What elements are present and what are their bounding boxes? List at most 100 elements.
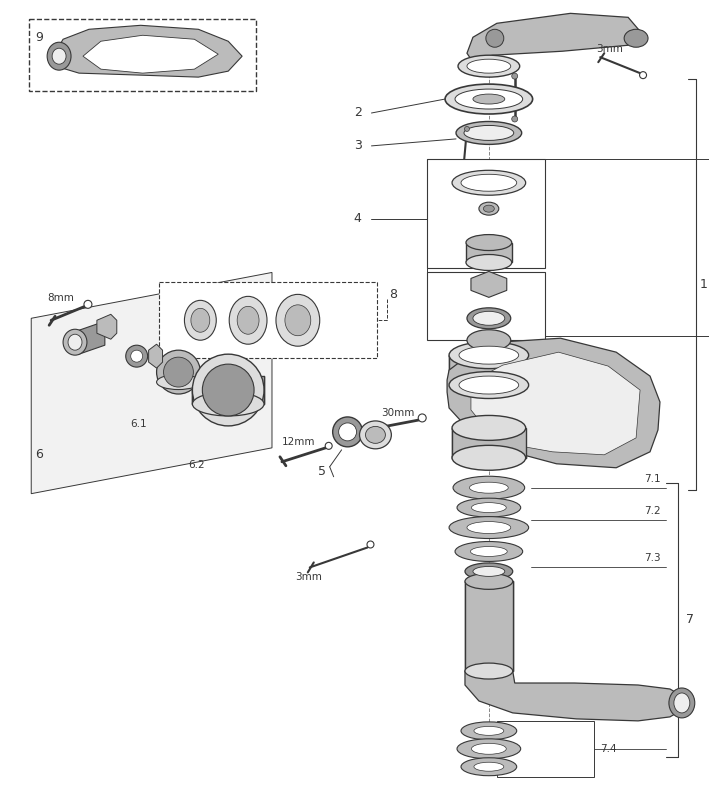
Text: 5: 5 bbox=[318, 466, 326, 478]
Text: 30mm: 30mm bbox=[381, 408, 415, 418]
Ellipse shape bbox=[467, 522, 510, 534]
Text: 4: 4 bbox=[353, 212, 361, 225]
Bar bbox=[29, 19, 256, 91]
Polygon shape bbox=[449, 355, 529, 385]
Ellipse shape bbox=[131, 350, 143, 362]
Ellipse shape bbox=[459, 376, 519, 394]
Polygon shape bbox=[53, 26, 242, 77]
Ellipse shape bbox=[84, 300, 92, 308]
Polygon shape bbox=[79, 322, 105, 354]
Ellipse shape bbox=[512, 116, 518, 122]
Ellipse shape bbox=[367, 541, 374, 548]
Ellipse shape bbox=[458, 55, 520, 77]
Ellipse shape bbox=[512, 73, 518, 79]
Polygon shape bbox=[161, 362, 196, 382]
Ellipse shape bbox=[464, 126, 514, 141]
Polygon shape bbox=[447, 338, 660, 468]
Ellipse shape bbox=[47, 42, 71, 70]
Ellipse shape bbox=[669, 688, 695, 718]
Ellipse shape bbox=[449, 517, 529, 538]
Ellipse shape bbox=[461, 174, 517, 191]
Ellipse shape bbox=[449, 342, 529, 369]
Ellipse shape bbox=[464, 126, 469, 131]
Ellipse shape bbox=[449, 371, 529, 398]
Bar bbox=[497, 721, 594, 777]
Ellipse shape bbox=[193, 392, 264, 416]
Ellipse shape bbox=[276, 294, 320, 346]
Ellipse shape bbox=[474, 726, 504, 735]
Ellipse shape bbox=[467, 308, 510, 329]
Text: 2: 2 bbox=[353, 106, 361, 119]
Ellipse shape bbox=[474, 762, 504, 771]
Text: 7: 7 bbox=[686, 613, 694, 626]
Text: 3mm: 3mm bbox=[597, 44, 623, 54]
Ellipse shape bbox=[453, 476, 525, 499]
Ellipse shape bbox=[466, 234, 512, 250]
Ellipse shape bbox=[465, 574, 513, 590]
Ellipse shape bbox=[338, 423, 356, 441]
Ellipse shape bbox=[466, 254, 512, 270]
Ellipse shape bbox=[418, 414, 426, 422]
Polygon shape bbox=[471, 271, 507, 298]
Bar bbox=[427, 159, 711, 336]
Text: 1: 1 bbox=[700, 278, 707, 291]
Ellipse shape bbox=[191, 308, 210, 332]
Polygon shape bbox=[83, 35, 218, 73]
Polygon shape bbox=[452, 428, 525, 458]
Ellipse shape bbox=[452, 170, 525, 195]
Ellipse shape bbox=[452, 446, 525, 470]
Text: 7.3: 7.3 bbox=[644, 554, 661, 563]
Text: 6.2: 6.2 bbox=[188, 460, 205, 470]
Text: 6.1: 6.1 bbox=[131, 419, 147, 429]
Ellipse shape bbox=[156, 374, 201, 390]
Ellipse shape bbox=[63, 330, 87, 355]
Ellipse shape bbox=[471, 546, 507, 557]
Ellipse shape bbox=[333, 417, 363, 447]
Ellipse shape bbox=[469, 482, 508, 493]
Ellipse shape bbox=[640, 72, 646, 78]
Ellipse shape bbox=[203, 364, 254, 416]
Bar bbox=[427, 159, 545, 269]
Ellipse shape bbox=[445, 84, 533, 114]
Ellipse shape bbox=[126, 345, 148, 367]
Text: 9: 9 bbox=[36, 30, 43, 44]
Ellipse shape bbox=[457, 498, 520, 517]
Text: 7.1: 7.1 bbox=[644, 474, 661, 484]
Ellipse shape bbox=[471, 502, 506, 513]
Ellipse shape bbox=[156, 350, 201, 394]
Ellipse shape bbox=[184, 300, 216, 340]
Text: 7.2: 7.2 bbox=[644, 506, 661, 516]
Ellipse shape bbox=[360, 421, 391, 449]
Ellipse shape bbox=[52, 48, 66, 64]
Ellipse shape bbox=[467, 59, 510, 73]
Polygon shape bbox=[467, 14, 640, 59]
Ellipse shape bbox=[229, 296, 267, 344]
Ellipse shape bbox=[457, 739, 520, 758]
Ellipse shape bbox=[479, 202, 499, 215]
Polygon shape bbox=[466, 242, 512, 262]
Text: 6: 6 bbox=[36, 448, 43, 462]
Ellipse shape bbox=[455, 542, 523, 562]
Text: 3: 3 bbox=[353, 139, 361, 152]
Text: 3mm: 3mm bbox=[295, 572, 322, 582]
Ellipse shape bbox=[325, 442, 332, 450]
Polygon shape bbox=[465, 671, 684, 721]
Ellipse shape bbox=[473, 311, 505, 326]
Ellipse shape bbox=[459, 346, 519, 364]
Ellipse shape bbox=[455, 89, 523, 109]
Polygon shape bbox=[465, 582, 513, 671]
Bar bbox=[427, 273, 545, 340]
Polygon shape bbox=[471, 352, 640, 455]
Ellipse shape bbox=[193, 354, 264, 426]
Ellipse shape bbox=[461, 758, 517, 776]
Ellipse shape bbox=[471, 743, 506, 754]
Polygon shape bbox=[31, 273, 272, 494]
Ellipse shape bbox=[674, 693, 690, 713]
Ellipse shape bbox=[465, 563, 513, 580]
Ellipse shape bbox=[465, 663, 513, 679]
Text: 7.4: 7.4 bbox=[600, 744, 617, 754]
Ellipse shape bbox=[624, 30, 648, 47]
Ellipse shape bbox=[164, 357, 193, 387]
Ellipse shape bbox=[456, 122, 522, 144]
Bar bbox=[159, 282, 378, 358]
